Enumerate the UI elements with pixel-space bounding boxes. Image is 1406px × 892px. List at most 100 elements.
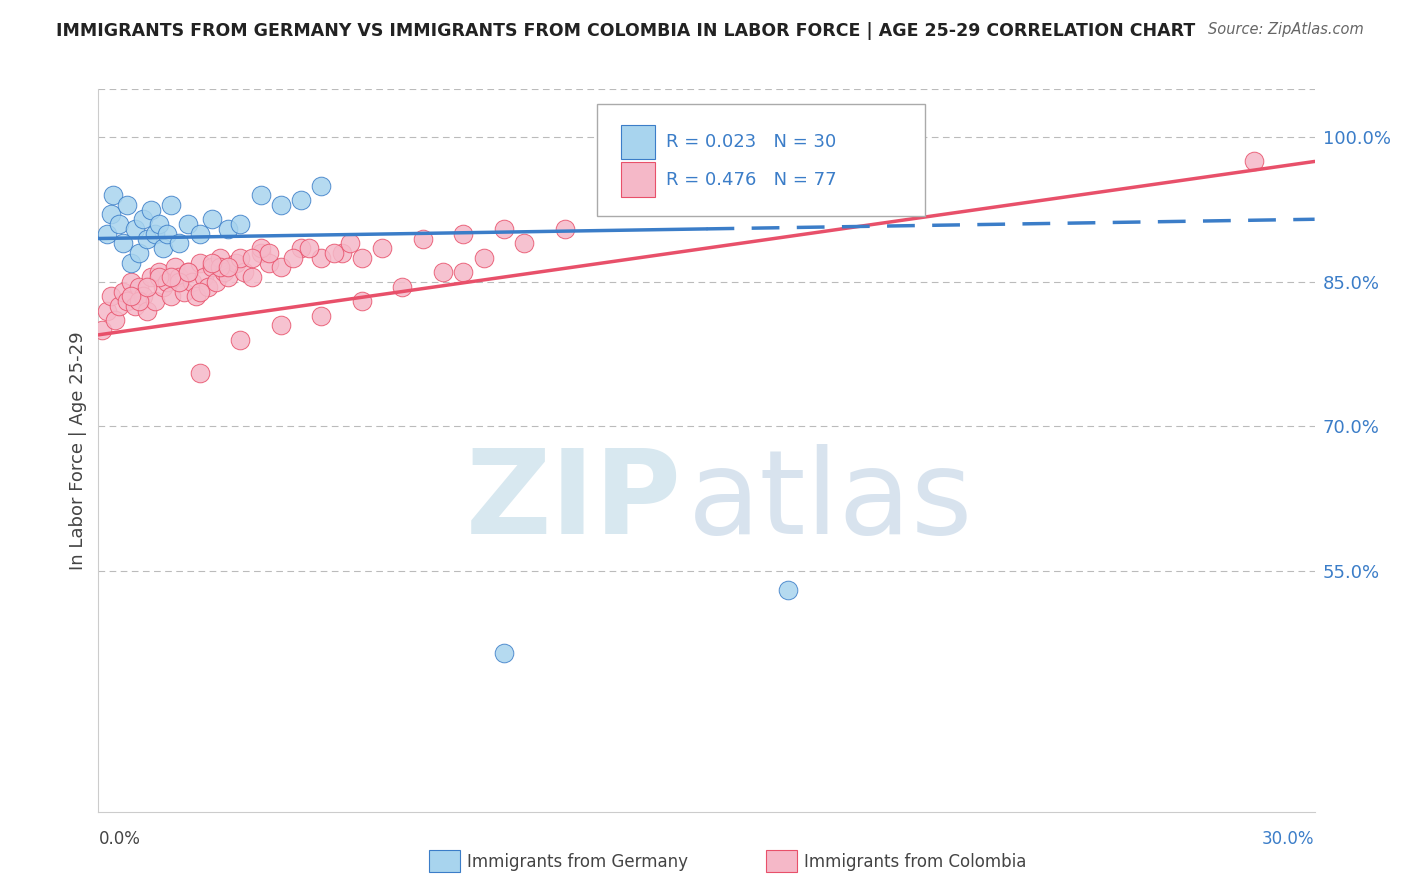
Point [136, 279, 159, 293]
Point [249, 246, 271, 260]
Point [128, 246, 150, 260]
Text: R = 0.023   N = 30: R = 0.023 N = 30 [666, 133, 837, 151]
Text: IMMIGRANTS FROM GERMANY VS IMMIGRANTS FROM COLOMBIA IN LABOR FORCE | AGE 25-29 C: IMMIGRANTS FROM GERMANY VS IMMIGRANTS FR… [56, 22, 1195, 40]
Point [124, 222, 146, 236]
Point [156, 227, 179, 241]
Point [143, 294, 166, 309]
Y-axis label: In Labor Force | Age 25-29: In Labor Force | Age 25-29 [69, 331, 87, 570]
Point [111, 285, 134, 299]
Point [290, 193, 312, 207]
Point [257, 246, 280, 260]
Text: Source: ZipAtlas.com: Source: ZipAtlas.com [1208, 22, 1364, 37]
Point [233, 265, 256, 279]
Point [776, 583, 799, 598]
Point [229, 251, 252, 265]
Point [184, 289, 207, 303]
Point [898, 178, 921, 193]
Point [212, 265, 235, 279]
Point [139, 202, 162, 217]
Point [101, 188, 124, 202]
Point [330, 246, 353, 260]
Point [242, 251, 264, 265]
Point [176, 217, 198, 231]
Point [453, 265, 475, 279]
Point [350, 251, 373, 265]
Text: R = 0.476   N = 77: R = 0.476 N = 77 [666, 170, 837, 188]
Point [115, 294, 138, 309]
Point [205, 275, 228, 289]
Point [91, 323, 114, 337]
Point [152, 241, 174, 255]
Bar [621, 125, 655, 160]
Text: ZIP: ZIP [467, 443, 682, 558]
Point [298, 241, 321, 255]
Point [217, 260, 239, 275]
Point [152, 279, 174, 293]
Point [249, 241, 271, 255]
Point [257, 255, 280, 269]
Point [193, 270, 215, 285]
Point [132, 212, 155, 227]
Text: Immigrants from Germany: Immigrants from Germany [467, 853, 688, 871]
Point [120, 275, 142, 289]
Point [96, 303, 118, 318]
Point [111, 236, 134, 251]
Point [115, 198, 138, 212]
Text: Immigrants from Colombia: Immigrants from Colombia [804, 853, 1026, 871]
Point [350, 294, 373, 309]
Point [176, 265, 198, 279]
Point [104, 313, 127, 327]
Point [225, 255, 247, 269]
Point [188, 285, 211, 299]
Point [492, 222, 515, 236]
Point [201, 260, 224, 275]
Point [492, 646, 515, 660]
Point [217, 270, 239, 285]
Point [148, 270, 170, 285]
Point [188, 367, 211, 381]
Point [249, 188, 271, 202]
Point [143, 227, 166, 241]
Bar [621, 162, 655, 197]
Point [176, 265, 198, 279]
Point [311, 309, 333, 323]
Point [165, 260, 187, 275]
Point [311, 251, 333, 265]
Point [197, 279, 219, 293]
FancyBboxPatch shape [598, 103, 925, 216]
Point [160, 289, 183, 303]
Point [209, 251, 232, 265]
Point [472, 251, 495, 265]
Point [160, 270, 183, 285]
Point [169, 275, 191, 289]
Point [156, 275, 179, 289]
Point [148, 217, 170, 231]
Point [180, 275, 202, 289]
Point [188, 227, 211, 241]
Point [188, 255, 211, 269]
Point [169, 270, 191, 285]
Point [128, 279, 150, 293]
Point [128, 294, 150, 309]
Point [513, 236, 536, 251]
Point [132, 289, 155, 303]
Point [391, 279, 413, 293]
Point [270, 260, 292, 275]
Point [229, 217, 252, 231]
Point [100, 207, 122, 221]
Point [554, 222, 576, 236]
Point [148, 265, 170, 279]
Point [217, 222, 239, 236]
Text: atlas: atlas [689, 443, 973, 558]
Point [160, 198, 183, 212]
Point [229, 333, 252, 347]
Point [322, 246, 344, 260]
Point [242, 270, 264, 285]
Point [107, 299, 129, 313]
Point [290, 241, 312, 255]
Point [270, 318, 292, 333]
Point [412, 231, 434, 245]
Point [124, 299, 146, 313]
Point [169, 236, 191, 251]
Point [107, 217, 129, 231]
